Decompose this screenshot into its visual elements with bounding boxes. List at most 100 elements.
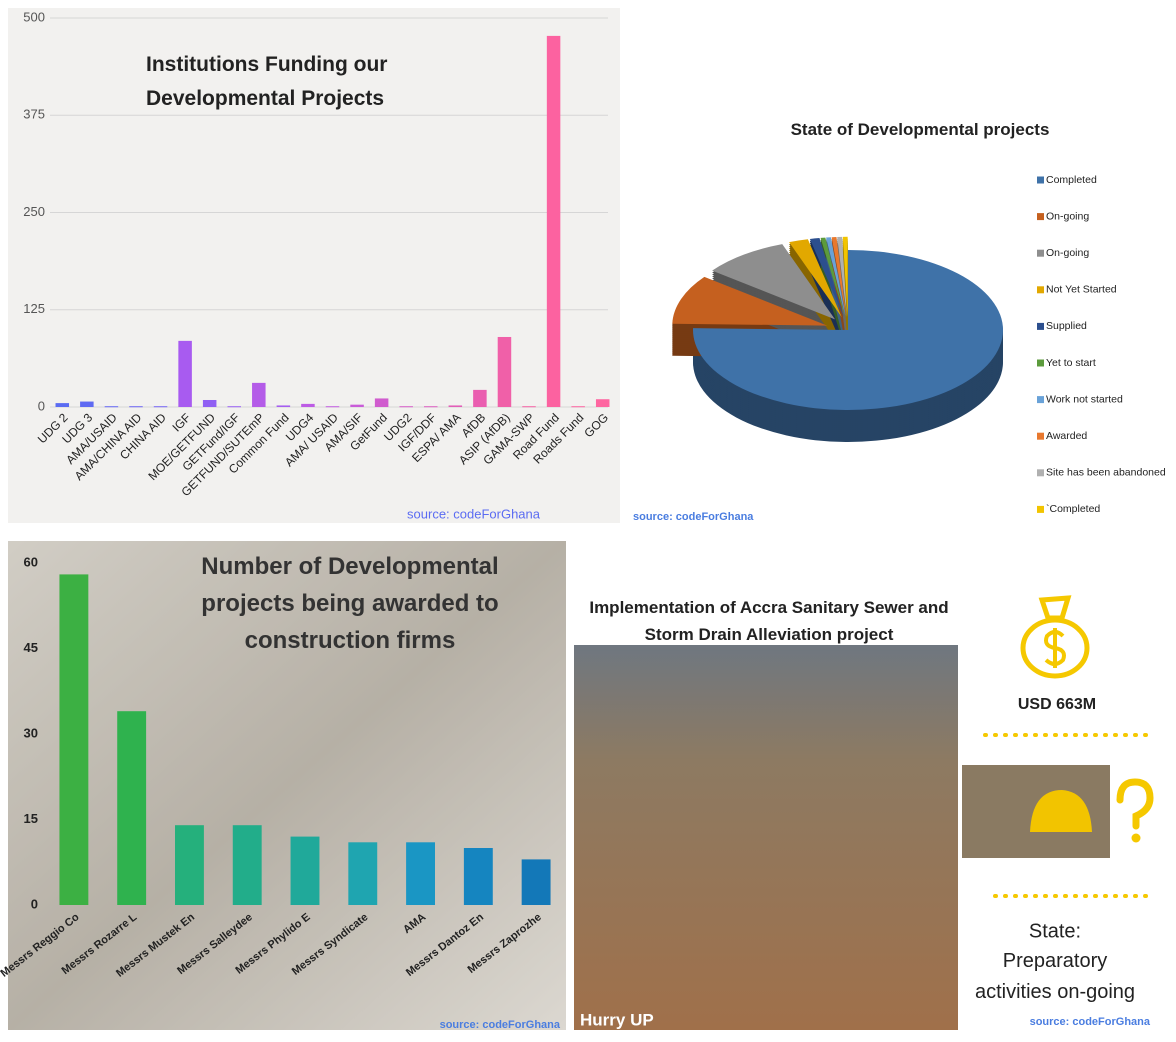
question-icon-dot <box>1131 833 1141 843</box>
y-tick-label: 500 <box>23 9 45 24</box>
legend-label: Not Yet Started <box>1046 284 1117 296</box>
photo-caption: Hurry UP <box>580 1010 654 1029</box>
y-tick-label: 15 <box>24 811 38 826</box>
legend-label: Completed <box>1046 174 1097 186</box>
bar <box>424 406 438 408</box>
y-tick-label: 60 <box>24 554 38 569</box>
photo-background <box>8 541 566 1030</box>
pie-slice-side <box>826 269 846 349</box>
pie-slice <box>826 237 846 317</box>
source: source: codeForGhana <box>407 506 541 521</box>
pie-slice <box>789 239 842 318</box>
pie-slice <box>831 237 847 317</box>
legend-label: On-going <box>1046 210 1089 222</box>
bar <box>497 336 512 407</box>
bar <box>463 848 493 905</box>
legend-label: On-going <box>1046 247 1089 259</box>
legend-label: Supplied <box>1046 320 1087 332</box>
bar <box>153 406 168 408</box>
amount: USD 663M <box>1018 696 1096 713</box>
pie-slice <box>837 236 847 317</box>
pie-slice-side <box>831 269 847 349</box>
source: source: codeForGhana <box>1030 1016 1151 1028</box>
legend-label: Work not started <box>1046 393 1123 405</box>
bar <box>117 711 147 905</box>
bar <box>325 406 340 408</box>
helmet <box>1030 790 1092 832</box>
y-tick-label: 125 <box>23 301 45 316</box>
y-tick-label: 0 <box>38 398 45 413</box>
pie-slice-side <box>837 262 847 343</box>
bar <box>232 825 262 905</box>
legend-swatch <box>1037 396 1044 404</box>
pie-slice <box>672 276 828 326</box>
legend-label: Awarded <box>1046 430 1087 442</box>
pie-slice-side <box>837 240 847 321</box>
pie-slice <box>712 244 836 320</box>
pie-slice <box>820 237 845 317</box>
source: source: codeForGhana <box>633 511 754 523</box>
pie-slice-side <box>809 268 844 348</box>
legend-swatch <box>1037 322 1044 330</box>
legend-swatch <box>1037 249 1044 257</box>
bar <box>227 406 241 408</box>
legend-swatch <box>1037 286 1044 294</box>
question-icon <box>1116 778 1154 830</box>
bar <box>178 340 192 407</box>
legend-swatch <box>1037 213 1044 221</box>
legend-swatch <box>1037 469 1044 477</box>
y-tick-label: 30 <box>24 725 38 740</box>
bar <box>595 399 610 407</box>
chart-title: State of Developmental projects <box>790 120 1050 139</box>
infographic-title: Implementation of Accra Sanitary Sewer a… <box>589 598 949 644</box>
y-tick-label: 375 <box>23 107 45 122</box>
bar <box>521 859 551 905</box>
bar <box>55 403 70 407</box>
legend-swatch <box>1037 432 1044 440</box>
legend-label: `Completed <box>1046 503 1100 515</box>
money-bag-icon <box>1020 595 1090 679</box>
legend-label: Yet to start <box>1046 357 1096 369</box>
bar <box>175 825 204 905</box>
bar <box>448 405 463 407</box>
bar <box>399 406 413 408</box>
pie-slice-side <box>831 267 847 347</box>
bar <box>374 398 389 407</box>
bar <box>290 836 320 905</box>
bar <box>522 406 536 408</box>
bar <box>252 382 266 407</box>
legend-swatch <box>1037 176 1044 184</box>
state: Preparatory activities on-going <box>974 950 1136 1003</box>
photo-overlay <box>8 541 566 1030</box>
bar <box>276 405 291 407</box>
bar <box>348 842 378 905</box>
bar <box>59 574 89 905</box>
bar <box>473 389 487 407</box>
chart-title: Institutions Funding our Developmental P… <box>146 53 388 110</box>
bar <box>80 401 94 407</box>
bar <box>129 406 143 408</box>
bar <box>546 35 561 407</box>
y-tick-label: 45 <box>24 640 38 655</box>
legend-swatch <box>1037 359 1044 367</box>
state-label: State: <box>1029 920 1081 942</box>
bar <box>406 842 435 905</box>
pie-slice-side <box>837 238 847 319</box>
y-tick-label: 250 <box>23 204 45 219</box>
legend-label: Site has been abandoned <box>1046 467 1166 479</box>
flood-photo <box>574 645 958 1030</box>
pie-slice <box>693 250 1003 410</box>
y-tick-label: 0 <box>31 896 38 911</box>
bar <box>104 406 119 408</box>
pie-slice <box>809 238 844 318</box>
chart-title: Number of Developmental projects being a… <box>201 553 499 654</box>
bar <box>202 399 217 407</box>
legend-swatch <box>1037 505 1044 513</box>
panel-background <box>8 8 620 523</box>
bar <box>301 403 315 407</box>
pie-slice <box>842 236 848 317</box>
bar <box>571 406 585 408</box>
bar <box>350 404 364 407</box>
